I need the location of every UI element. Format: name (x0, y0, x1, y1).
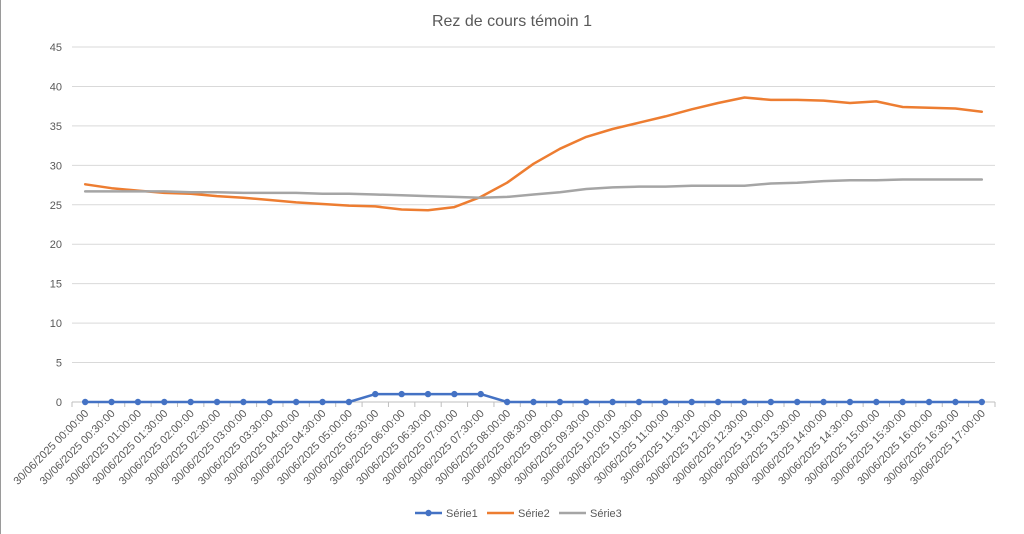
data-point (134, 398, 142, 406)
y-axis-ticks: 0 5 10 15 20 25 30 35 40 45 (50, 42, 62, 409)
data-point (662, 398, 669, 406)
chart-title: Rez de cours témoin 1 (432, 13, 592, 30)
data-point (741, 398, 748, 406)
data-point (688, 398, 695, 406)
data-point (952, 398, 959, 406)
data-point (820, 398, 827, 406)
series-lines (81, 96, 986, 406)
y-tick-label: 30 (50, 160, 62, 172)
data-point (714, 398, 722, 406)
y-tick-label: 45 (50, 42, 62, 54)
data-point (372, 390, 379, 398)
data-point (398, 390, 405, 398)
data-point (451, 390, 458, 398)
data-point (530, 398, 537, 406)
data-point (609, 398, 616, 406)
data-point (899, 398, 906, 406)
data-point (81, 398, 89, 406)
data-point (266, 398, 273, 406)
y-tick-label: 5 (56, 358, 62, 370)
y-tick-label: 0 (56, 397, 62, 409)
data-point (846, 398, 854, 406)
data-point (213, 398, 221, 406)
left-border (0, 0, 1, 534)
y-tick-label: 20 (50, 239, 62, 251)
data-point (873, 398, 880, 406)
legend-label-1: Série1 (446, 508, 478, 520)
y-tick-label: 15 (50, 279, 62, 291)
data-point (319, 398, 326, 406)
series-line-3 (83, 178, 984, 199)
gridlines (72, 46, 995, 364)
y-tick-label: 40 (50, 81, 62, 93)
y-tick-label: 25 (50, 200, 62, 212)
data-point (583, 398, 590, 406)
series-line-2 (83, 96, 984, 212)
data-point (635, 398, 643, 406)
data-point (794, 398, 801, 406)
data-point (556, 398, 564, 406)
data-point (767, 398, 775, 406)
y-tick-label: 35 (50, 121, 62, 133)
data-point (187, 398, 194, 406)
data-point (108, 398, 115, 406)
legend-label-3: Série3 (590, 508, 622, 520)
data-point (424, 390, 432, 398)
data-point (292, 398, 300, 406)
data-point (925, 398, 933, 406)
y-tick-label: 10 (50, 318, 62, 330)
data-point (503, 398, 511, 406)
legend-label-2: Série2 (518, 508, 550, 520)
legend-marker (425, 509, 432, 517)
data-point (240, 398, 247, 406)
data-point (978, 398, 986, 406)
data-point (477, 390, 484, 398)
legend: Série1 Série2 Série3 (415, 508, 622, 520)
data-point (161, 398, 168, 406)
data-point (345, 398, 353, 406)
